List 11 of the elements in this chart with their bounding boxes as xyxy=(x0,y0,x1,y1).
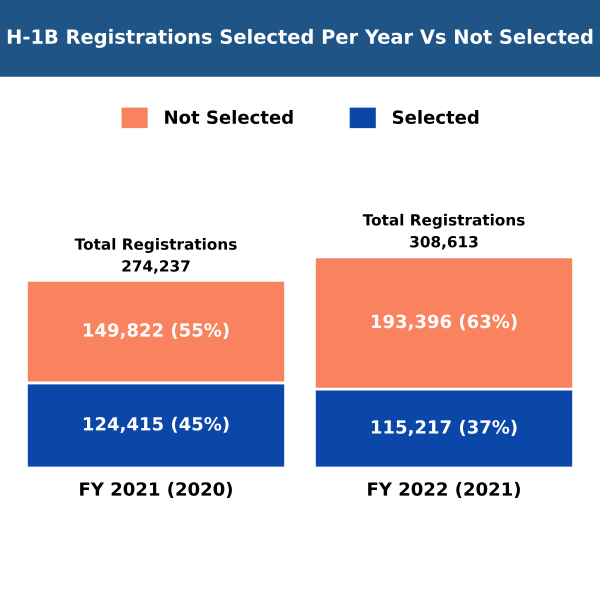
data-label: 124,415 (45%) xyxy=(84,416,229,433)
chart-title: H-1B Registrations Selected Per Year Vs Not Selected xyxy=(8,28,592,48)
total-label: Total Registrations 274,237 xyxy=(74,238,237,274)
legend-label: Selected xyxy=(392,110,478,124)
data-label: 193,396 (63%) xyxy=(372,314,517,331)
legend-label: Not Selected xyxy=(165,110,293,124)
data-label: 115,217 (37%) xyxy=(372,420,517,436)
data-label: 149,822 (55%) xyxy=(84,322,229,340)
x-tick-label: FY 2022 (2021) xyxy=(368,482,520,498)
total-label: Total Registrations 308,613 xyxy=(362,214,525,250)
x-tick-label: FY 2021 (2020) xyxy=(80,482,232,498)
